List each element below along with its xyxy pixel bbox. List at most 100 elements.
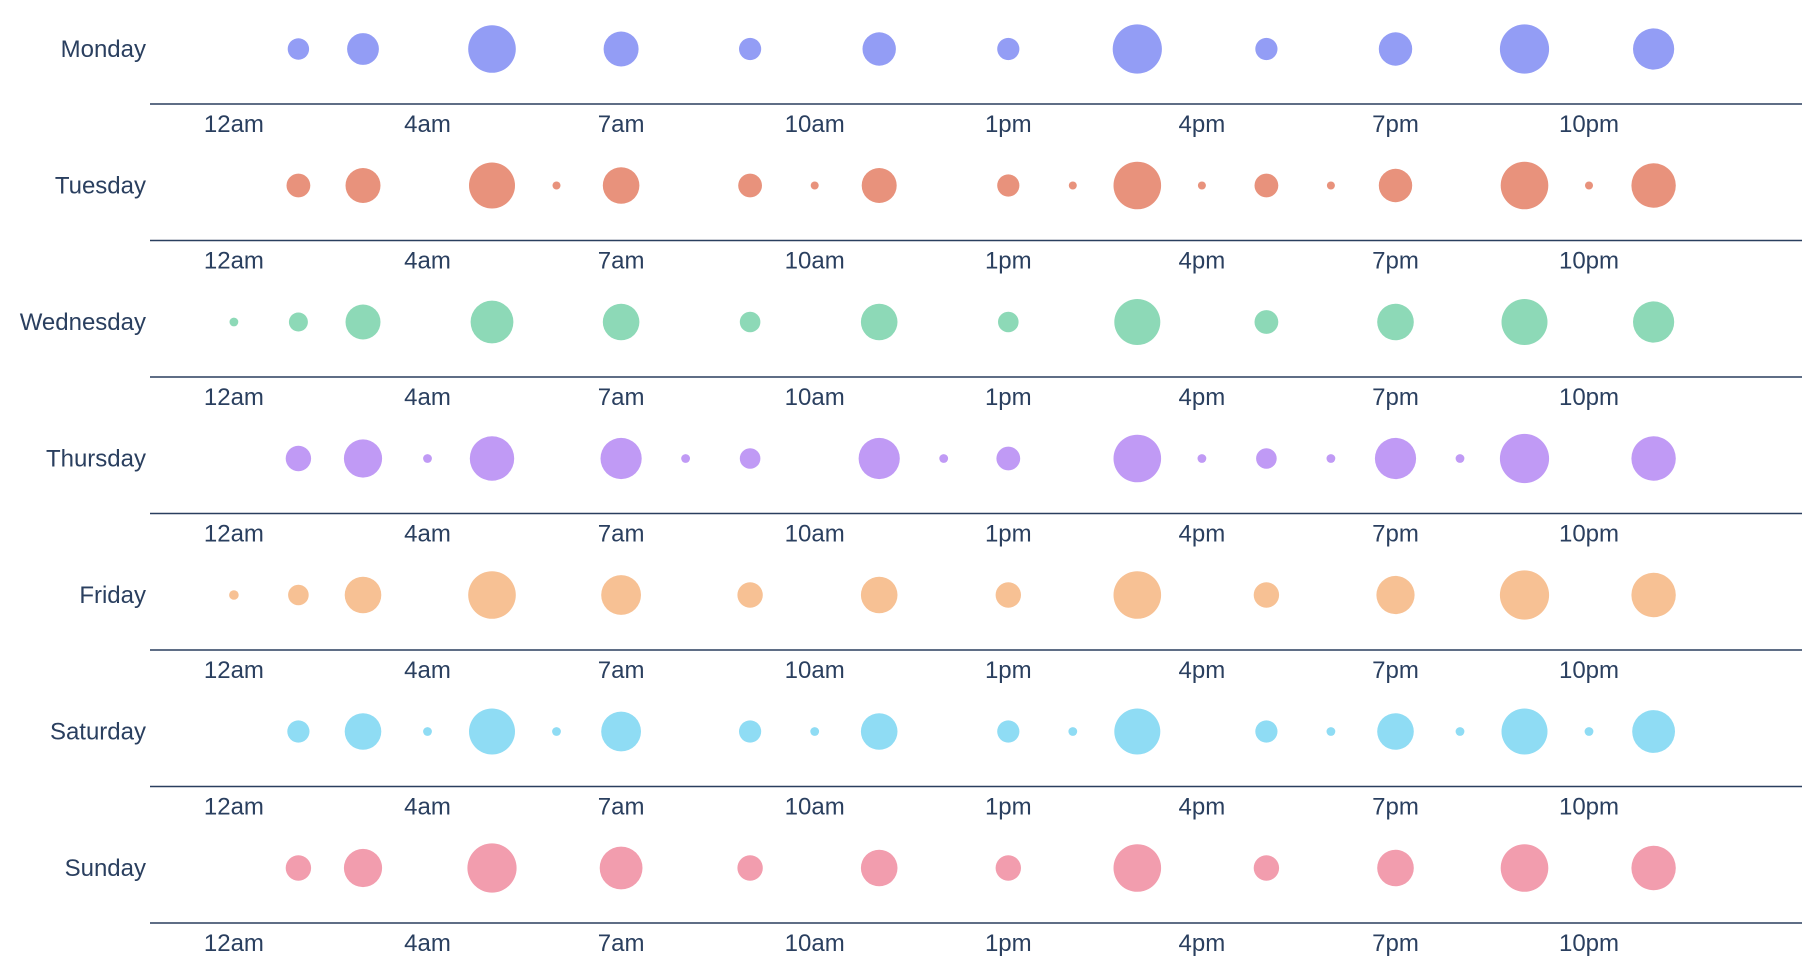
bubble-point <box>739 311 761 333</box>
bubble-point <box>738 173 762 198</box>
x-tick-label: 10pm <box>1559 111 1619 138</box>
bubble-point <box>681 454 690 463</box>
bubble-point <box>1255 720 1278 743</box>
x-tick-label: 4am <box>404 111 451 138</box>
x-tick-label: 10am <box>785 794 845 821</box>
bubble-point <box>998 311 1019 333</box>
x-tick-label: 12am <box>204 930 264 957</box>
day-row-wednesday: Wednesday 12am 4am 7am 10am 1pm 4pm 7pm 10pm <box>20 299 1802 411</box>
day-row-thursday: Thursday 12am 4am 7am 10am 1pm 4pm 7pm 10pm <box>46 433 1802 548</box>
x-tick-label: 10am <box>785 930 845 957</box>
bubble-point <box>861 168 897 203</box>
bubble-point <box>285 855 312 881</box>
bubble-point <box>1255 37 1278 61</box>
bubble-point <box>1501 708 1548 755</box>
bubble-point <box>345 304 381 340</box>
x-tick-label: 7pm <box>1372 111 1419 138</box>
day-label: Thursday <box>46 446 146 473</box>
day-label: Sunday <box>65 855 146 882</box>
x-tick-label: 10am <box>785 111 845 138</box>
bubble-point <box>468 25 516 73</box>
x-tick-label: 7pm <box>1372 794 1419 821</box>
bubble-point <box>1499 570 1550 620</box>
bubble-point <box>1633 28 1675 70</box>
bubble-point <box>1253 855 1280 881</box>
x-tick-label: 4am <box>404 248 451 275</box>
bubble-point <box>1633 301 1675 343</box>
bubble-point <box>552 727 561 736</box>
bubble-point <box>1500 161 1549 210</box>
bubble-point <box>1113 571 1162 619</box>
bubble-point <box>552 181 561 190</box>
bubble-point <box>467 843 517 893</box>
bubble-point <box>1378 168 1413 203</box>
bubble-point <box>602 167 640 204</box>
bubble-point <box>737 855 763 881</box>
bubble-point <box>860 303 898 341</box>
bubble-point <box>343 439 383 478</box>
bubble-point <box>1455 454 1465 463</box>
x-tick-label: 4pm <box>1179 521 1226 548</box>
day-row-sunday: Sunday 12am 4am 7am 10am 1pm 4pm 7pm 10pm <box>65 843 1802 957</box>
bubble-point <box>470 300 514 344</box>
bubble-point <box>1113 161 1162 210</box>
bubble-point <box>286 173 311 198</box>
bubble-point <box>1499 433 1550 484</box>
bubble-point <box>599 846 643 890</box>
x-tick-label: 10pm <box>1559 384 1619 411</box>
bubble-point <box>810 181 819 190</box>
x-tick-label: 4pm <box>1179 930 1226 957</box>
bubble-point <box>1377 849 1414 887</box>
bubble-point <box>1631 436 1676 481</box>
bubble-point <box>601 575 641 615</box>
bubble-point <box>995 582 1021 608</box>
x-tick-label: 7pm <box>1372 930 1419 957</box>
bubble-point <box>287 720 310 743</box>
day-label: Saturday <box>50 719 146 746</box>
x-tick-label: 10am <box>785 384 845 411</box>
bubble-point <box>739 37 762 61</box>
bubble-point <box>287 38 310 60</box>
x-tick-label: 12am <box>204 657 264 684</box>
bubble-point <box>860 713 898 750</box>
bubble-point <box>229 317 239 327</box>
bubble-point <box>469 162 515 209</box>
x-tick-label: 7pm <box>1372 248 1419 275</box>
x-tick-label: 4am <box>404 930 451 957</box>
bubble-point <box>1501 299 1548 345</box>
x-tick-label: 4am <box>404 521 451 548</box>
bubble-point <box>997 37 1020 61</box>
bubble-point <box>1374 437 1417 480</box>
bubble-point <box>1114 708 1161 755</box>
day-row-tuesday: Tuesday 12am 4am 7am 10am 1pm 4pm 7pm 10pm <box>55 161 1802 275</box>
bubble-point <box>345 168 381 203</box>
x-tick-label: 4pm <box>1179 657 1226 684</box>
day-label: Tuesday <box>55 173 146 200</box>
bubble-point <box>344 576 382 614</box>
day-label: Friday <box>79 582 146 609</box>
bubble-point <box>810 727 820 736</box>
bubble-point <box>1499 24 1550 74</box>
bubble-point <box>1113 434 1162 483</box>
bubble-point <box>1585 181 1593 190</box>
bubble-point <box>1584 727 1594 736</box>
x-tick-label: 10am <box>785 521 845 548</box>
bubble-point <box>423 727 432 736</box>
x-tick-label: 10pm <box>1559 794 1619 821</box>
x-tick-label: 1pm <box>985 930 1032 957</box>
bubble-point <box>1631 163 1676 208</box>
bubble-point <box>1326 727 1336 736</box>
x-tick-label: 1pm <box>985 111 1032 138</box>
x-tick-label: 12am <box>204 248 264 275</box>
bubble-point <box>469 708 515 755</box>
bubble-point <box>858 437 900 480</box>
bubble-point <box>1112 24 1162 74</box>
bubble-point <box>423 454 432 463</box>
day-label: Monday <box>61 36 146 63</box>
x-tick-label: 1pm <box>985 794 1032 821</box>
bubble-point <box>469 436 515 481</box>
bubble-point <box>1500 844 1549 892</box>
bubble-point <box>347 33 379 65</box>
x-tick-label: 12am <box>204 794 264 821</box>
